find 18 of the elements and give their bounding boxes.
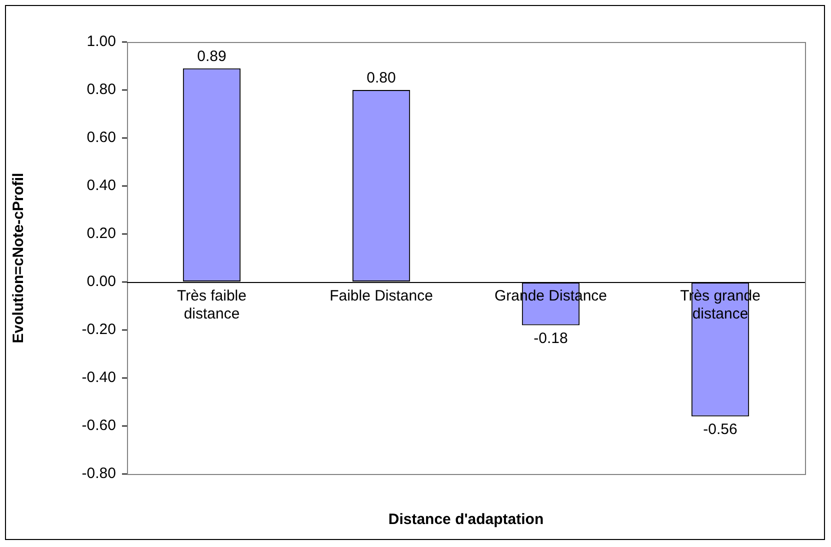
y-axis-title: Evolution=cNote-cProfil bbox=[10, 172, 28, 344]
data-label: 0.89 bbox=[197, 48, 226, 66]
x-tick-label: Très faible distance bbox=[177, 288, 246, 323]
y-tick-label: -0.80 bbox=[82, 465, 116, 482]
y-tick-label: 0.00 bbox=[86, 273, 116, 290]
y-tick-label: 0.80 bbox=[86, 81, 116, 98]
y-tick-label: 0.60 bbox=[86, 129, 116, 146]
y-tick-label: -0.20 bbox=[82, 321, 116, 338]
data-label: 0.80 bbox=[366, 70, 396, 87]
x-tick-label: Faible Distance bbox=[330, 288, 433, 305]
data-label: -0.18 bbox=[534, 330, 568, 347]
x-axis-title: Distance d'adaptation bbox=[388, 511, 544, 528]
y-tick-label: 0.40 bbox=[86, 177, 116, 194]
y-tick-label: -0.60 bbox=[82, 417, 116, 434]
y-tick-label: 1.00 bbox=[86, 33, 116, 50]
data-label: -0.56 bbox=[703, 421, 738, 438]
y-tick-label: -0.40 bbox=[82, 369, 116, 386]
y-tick-label: 0.20 bbox=[86, 225, 116, 242]
